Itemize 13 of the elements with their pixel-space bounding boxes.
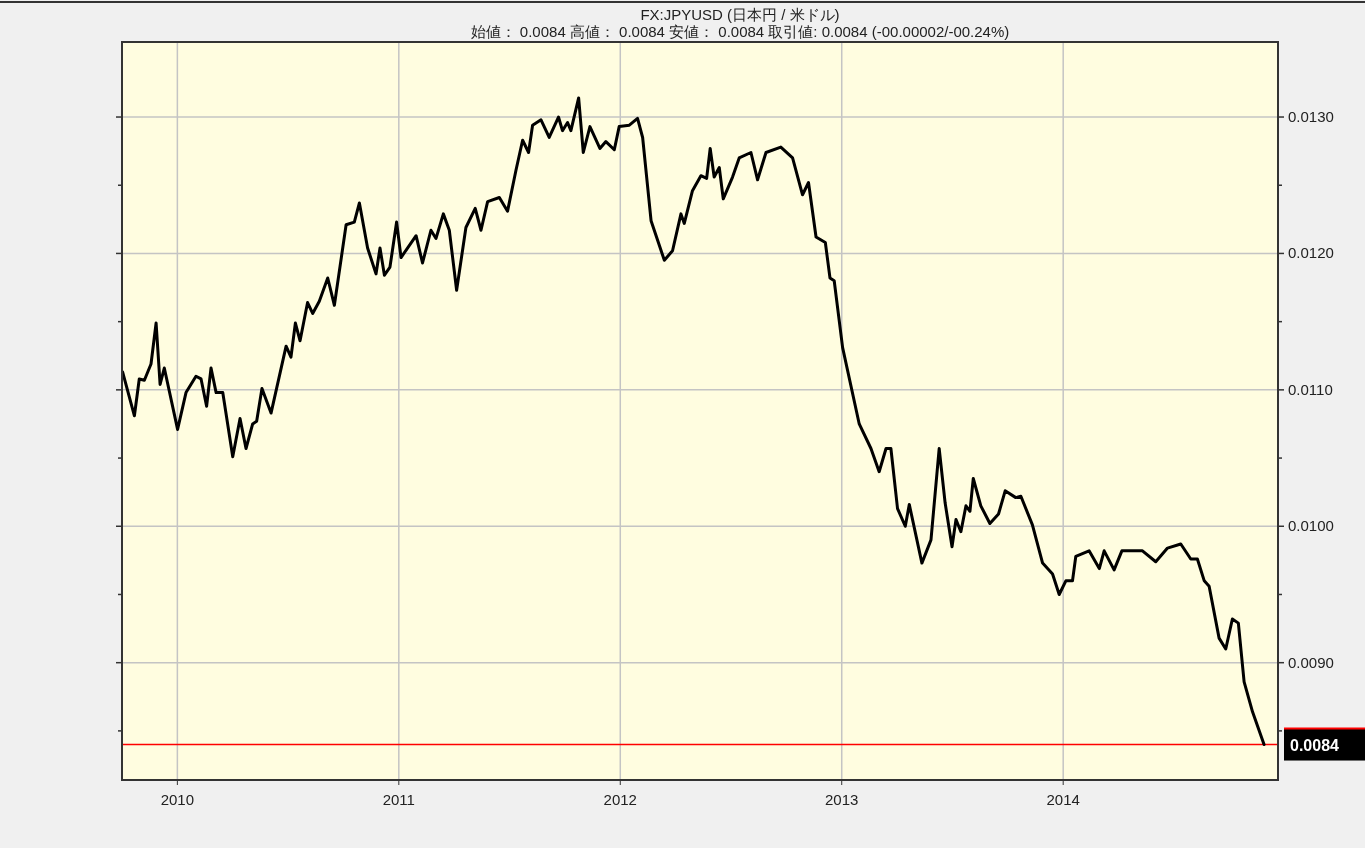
x-tick-label: 2014 xyxy=(1046,791,1080,808)
y-tick-label: 0.0130 xyxy=(1288,108,1334,126)
x-tick-label: 2010 xyxy=(160,791,195,808)
y-tick-label: 0.0090 xyxy=(1288,653,1334,671)
x-tick-label: 2012 xyxy=(603,791,637,808)
y-tick-label: 0.0110 xyxy=(1288,380,1333,398)
y-tick-label: 0.0100 xyxy=(1288,517,1334,535)
x-tick-label: 2013 xyxy=(825,791,859,808)
x-tick-label: 2011 xyxy=(382,791,415,808)
chart-subtitle: 始値： 0.0084 高値： 0.0084 安値： 0.0084 取引値: 0.0084 (-00.00002/-00.24%) xyxy=(470,23,1010,40)
y-tick-label: 0.0120 xyxy=(1288,244,1334,262)
chart-title: FX:JPYUSD (日本円 / 米ドル) xyxy=(640,6,840,23)
ref-line-label: 0.0084 xyxy=(1290,736,1340,754)
